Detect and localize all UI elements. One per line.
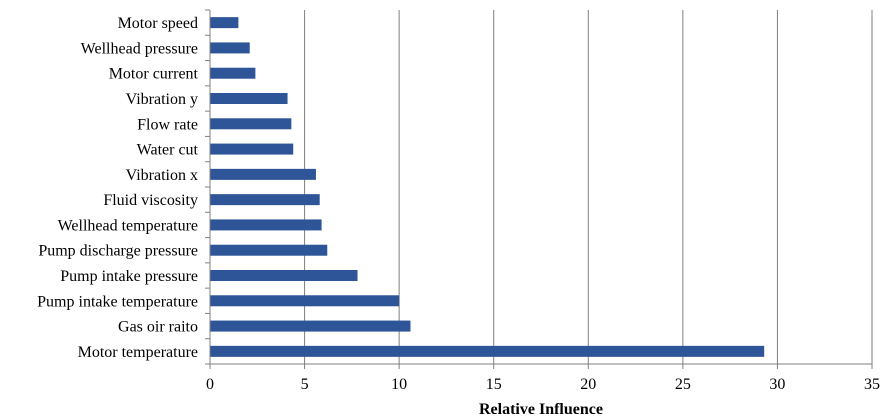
bar xyxy=(210,93,288,104)
x-tick-label: 30 xyxy=(769,376,785,393)
bar xyxy=(210,67,256,79)
bar xyxy=(210,17,239,29)
category-label: Pump discharge pressure xyxy=(38,243,198,260)
category-label: Flow rate xyxy=(137,116,198,133)
x-tick-labels: 0 5 10 15 20 25 30 35 xyxy=(206,376,880,393)
bar xyxy=(210,320,411,332)
bar xyxy=(210,295,400,307)
bar xyxy=(210,118,292,130)
bar xyxy=(210,219,322,231)
bar xyxy=(210,345,765,357)
bar xyxy=(210,168,316,180)
category-label: Water cut xyxy=(137,142,199,159)
x-tick-label: 15 xyxy=(486,376,502,393)
x-tick-label: 25 xyxy=(675,376,691,393)
bar xyxy=(210,270,358,281)
x-tick-label: 10 xyxy=(391,376,407,393)
axes xyxy=(205,9,873,369)
category-label: Vibration y xyxy=(126,91,198,108)
category-label: Wellhead pressure xyxy=(81,40,198,57)
x-tick-label: 35 xyxy=(864,376,880,393)
category-label: Wellhead temperature xyxy=(58,217,198,234)
x-tick-label: 5 xyxy=(301,376,309,393)
category-label: Pump intake pressure xyxy=(60,268,198,285)
vertical-gridlines xyxy=(304,10,873,364)
category-label: Motor temperature xyxy=(78,344,198,361)
x-axis-title: Relative Influence xyxy=(479,401,603,418)
category-label: Fluid viscosity xyxy=(103,192,198,209)
category-label: Motor speed xyxy=(118,15,198,32)
category-label: Gas oir raito xyxy=(118,319,198,336)
bar xyxy=(210,194,320,206)
x-tick-label: 0 xyxy=(206,376,214,393)
bar xyxy=(210,143,294,155)
bars xyxy=(210,17,765,357)
category-label: Motor current xyxy=(109,66,199,83)
category-label: Pump intake temperature xyxy=(37,293,198,310)
bar xyxy=(210,244,328,256)
bar xyxy=(210,42,250,54)
category-labels: Motor speed Wellhead pressure Motor curren… xyxy=(37,15,198,361)
x-tick-label: 20 xyxy=(580,376,596,393)
category-label: Vibration x xyxy=(126,167,198,184)
